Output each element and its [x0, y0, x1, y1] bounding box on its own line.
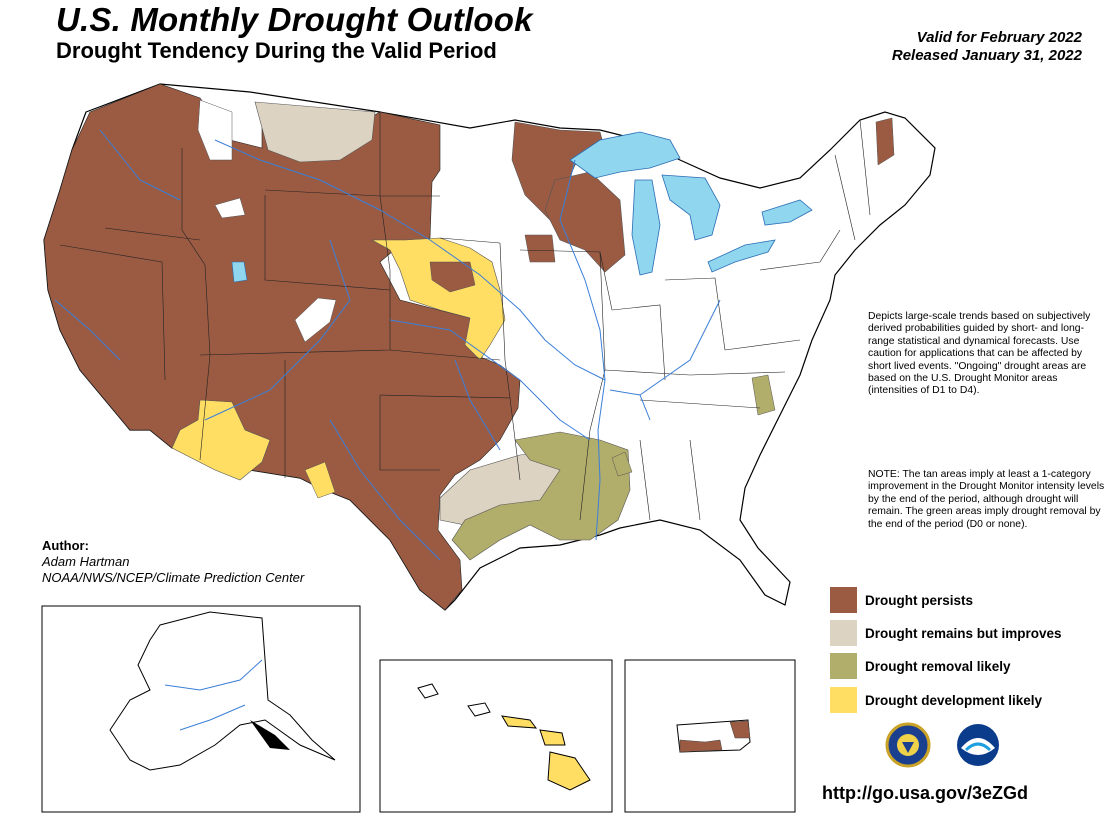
hawaii-inset: [379, 659, 613, 813]
region-persists-iowa: [524, 234, 556, 263]
region-development-nm-south: [304, 461, 336, 499]
region-persists-maine: [875, 117, 895, 166]
alaska-inset: [41, 605, 361, 813]
lake-superior: [569, 131, 681, 179]
region-none-colorado: [294, 297, 337, 343]
legend-swatch: [830, 687, 857, 713]
region-removal-kentucky: [611, 451, 633, 477]
region-removal-gulf: [451, 431, 631, 561]
legend-item-persists: Drought persists: [830, 587, 973, 613]
valid-period: Valid for February 2022: [916, 29, 1082, 46]
doc-seal-icon: [885, 722, 931, 768]
region-persists-plains-patch: [429, 261, 476, 293]
source-url-link[interactable]: http://go.usa.gov/3eZGd: [822, 783, 1028, 803]
state-borders: [59, 112, 871, 521]
region-development-arizona: [171, 399, 271, 481]
page-title: U.S. Monthly Drought Outlook: [56, 1, 533, 38]
region-removal-virginia: [751, 374, 776, 416]
noaa-logo-icon: [957, 724, 999, 766]
author-label: Author:: [42, 538, 89, 553]
legend-swatch: [830, 587, 857, 613]
legend-swatch: [830, 620, 857, 646]
lake-erie: [707, 239, 776, 273]
legend-label: Drought removal likely: [865, 658, 1011, 674]
great-salt-lake: [231, 261, 248, 283]
legend-label: Drought persists: [865, 592, 974, 608]
page-subtitle: Drought Tendency During the Valid Period: [56, 38, 497, 63]
region-improves-montana: [254, 101, 376, 163]
legend-swatch: [830, 653, 857, 679]
author-name: Adam Hartman: [42, 554, 130, 569]
region-none-wyoming: [214, 197, 246, 219]
map-description: Depicts large-scale trends based on subj…: [868, 311, 1091, 397]
region-none-idaho: [197, 99, 233, 161]
legend-item-improves: Drought remains but improves: [830, 620, 1062, 646]
legend-label: Drought remains but improves: [865, 625, 1062, 641]
lake-ontario: [761, 199, 813, 226]
map-note: NOTE: The tan areas imply at least a 1-c…: [868, 469, 1105, 530]
lake-michigan: [631, 179, 661, 276]
release-date: Released January 31, 2022: [891, 47, 1082, 64]
region-development-plains: [370, 237, 506, 361]
legend-item-removal: Drought removal likely: [830, 653, 1011, 679]
rivers: [54, 129, 721, 561]
lake-huron: [661, 174, 721, 241]
legend-item-development: Drought development likely: [830, 687, 1042, 713]
author-organization: NOAA/NWS/NCEP/Climate Prediction Center: [42, 570, 305, 585]
legend-label: Drought development likely: [865, 692, 1043, 708]
region-persists-wisconsin: [544, 171, 626, 273]
puerto-rico-inset: [624, 659, 796, 813]
